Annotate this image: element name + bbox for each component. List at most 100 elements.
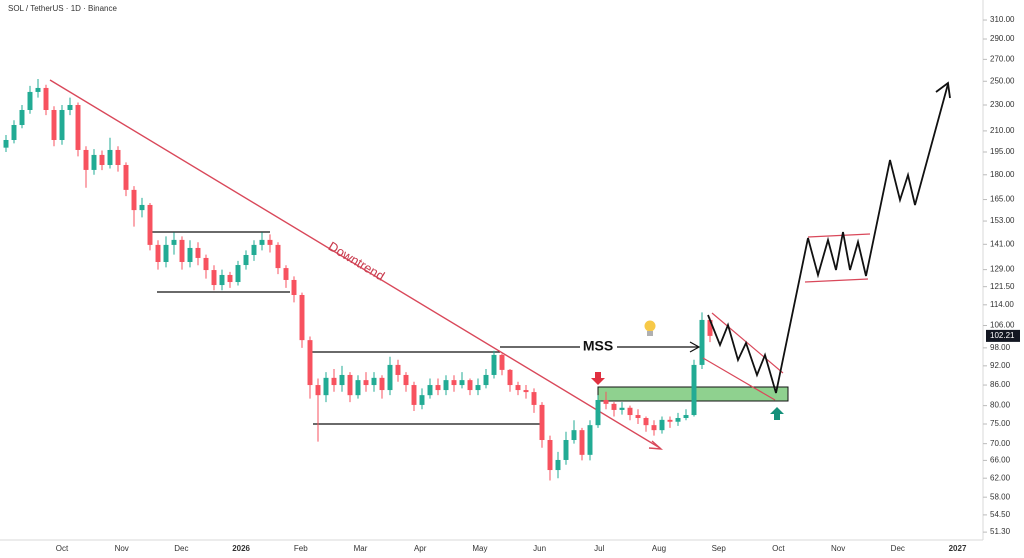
candle-body [59,109,65,140]
candle-body [67,105,73,110]
candle-body [195,247,201,258]
candle-body [547,440,553,471]
candle-body [235,265,241,283]
last-price-tag [986,329,1020,342]
y-tick-label: 106.00 [990,321,1015,330]
x-axis-label: Oct [772,544,785,553]
y-tick-label: 80.00 [990,401,1011,410]
candle-body [211,270,217,286]
candle-body [123,164,129,190]
x-axis-label: Dec [891,544,905,553]
y-tick-label: 75.00 [990,419,1011,428]
candle-body [339,374,345,386]
y-tick-label: 195.00 [990,147,1015,156]
trendline [49,79,661,449]
y-tick-label: 141.00 [990,239,1015,248]
candle-body [619,407,625,410]
x-axis-label: Nov [115,544,129,553]
candle-body [283,268,289,280]
candle-body [107,149,113,165]
candle-body [11,124,17,140]
projection-path [707,83,949,394]
candle-body [531,392,537,405]
candle-body [387,364,393,391]
candle-body [83,149,89,170]
y-tick-label: 270.00 [990,54,1015,63]
candle-body [507,369,513,386]
x-axis-label: May [472,544,487,553]
candle-body [3,139,9,148]
candle-body [363,380,369,386]
candle-body [403,374,409,386]
candle-body [155,244,161,263]
time-axis: Oct Nov Dec 2026 Feb Mar Apr May Jun Jul Aug Sep Oct… [56,544,967,553]
candle-body [371,377,377,386]
candle-body [251,244,257,255]
candle-body [243,254,249,266]
y-tick-label: 180.00 [990,170,1015,179]
channel-line [711,312,784,374]
candle-body [323,377,329,396]
candle-body [51,109,57,140]
flag-line [804,278,869,283]
candle-body [539,404,545,441]
annotation: MSS [583,338,613,354]
x-axis-label: Apr [414,544,427,553]
y-tick-label: 165.00 [990,195,1015,204]
x-axis-label: Oct [56,544,69,553]
candle-body [379,377,385,391]
down-arrow [591,372,605,385]
candle-body [475,385,481,391]
candle-body [291,279,297,295]
candle-body [427,385,433,396]
candle-body [707,319,713,336]
candle-body [331,377,337,386]
candle-body [171,239,177,245]
bulb-icon [644,320,656,332]
candle-body [315,385,321,396]
candle-body [587,425,593,455]
candle-body [259,239,265,245]
candle-body [43,87,49,110]
candle-body [523,390,529,393]
y-tick-label: 66.00 [990,456,1011,465]
candle-body [635,415,641,418]
candle-body [179,239,185,263]
candle-body [355,380,361,396]
y-tick-label: 210.00 [990,126,1015,135]
candle-body [299,294,305,341]
candle-body [651,425,657,431]
flag-line [807,233,871,238]
x-axis-label: Dec [174,544,188,553]
candle-body [459,380,465,386]
y-tick-label: 250.00 [990,76,1015,85]
y-tick-label: 86.00 [990,380,1011,389]
candle-body [27,91,33,110]
y-tick-label: 70.00 [990,439,1011,448]
y-tick-label: 129.00 [990,265,1015,274]
candle-body [411,385,417,405]
candle-body [99,154,105,165]
x-axis-label: Aug [652,544,666,553]
x-axis-label: Jul [594,544,604,553]
candle-body [499,354,505,370]
candle-body [307,340,313,386]
candle-body [611,403,617,410]
candle-body [659,419,665,431]
candle-body [227,274,233,283]
candle-body [691,364,697,416]
candle-body [163,244,169,263]
candle-body [595,399,601,426]
candle-body [35,87,41,92]
candle-body [131,189,137,211]
y-tick-label: 54.50 [990,510,1011,519]
candle-body [483,374,489,386]
chart-title: SOL / TetherUS · 1D · Binance [8,4,117,13]
candle-body [579,430,585,455]
candle-body [19,109,25,125]
candle-body [555,459,561,471]
candle-body [139,204,145,211]
candle-body [451,380,457,386]
